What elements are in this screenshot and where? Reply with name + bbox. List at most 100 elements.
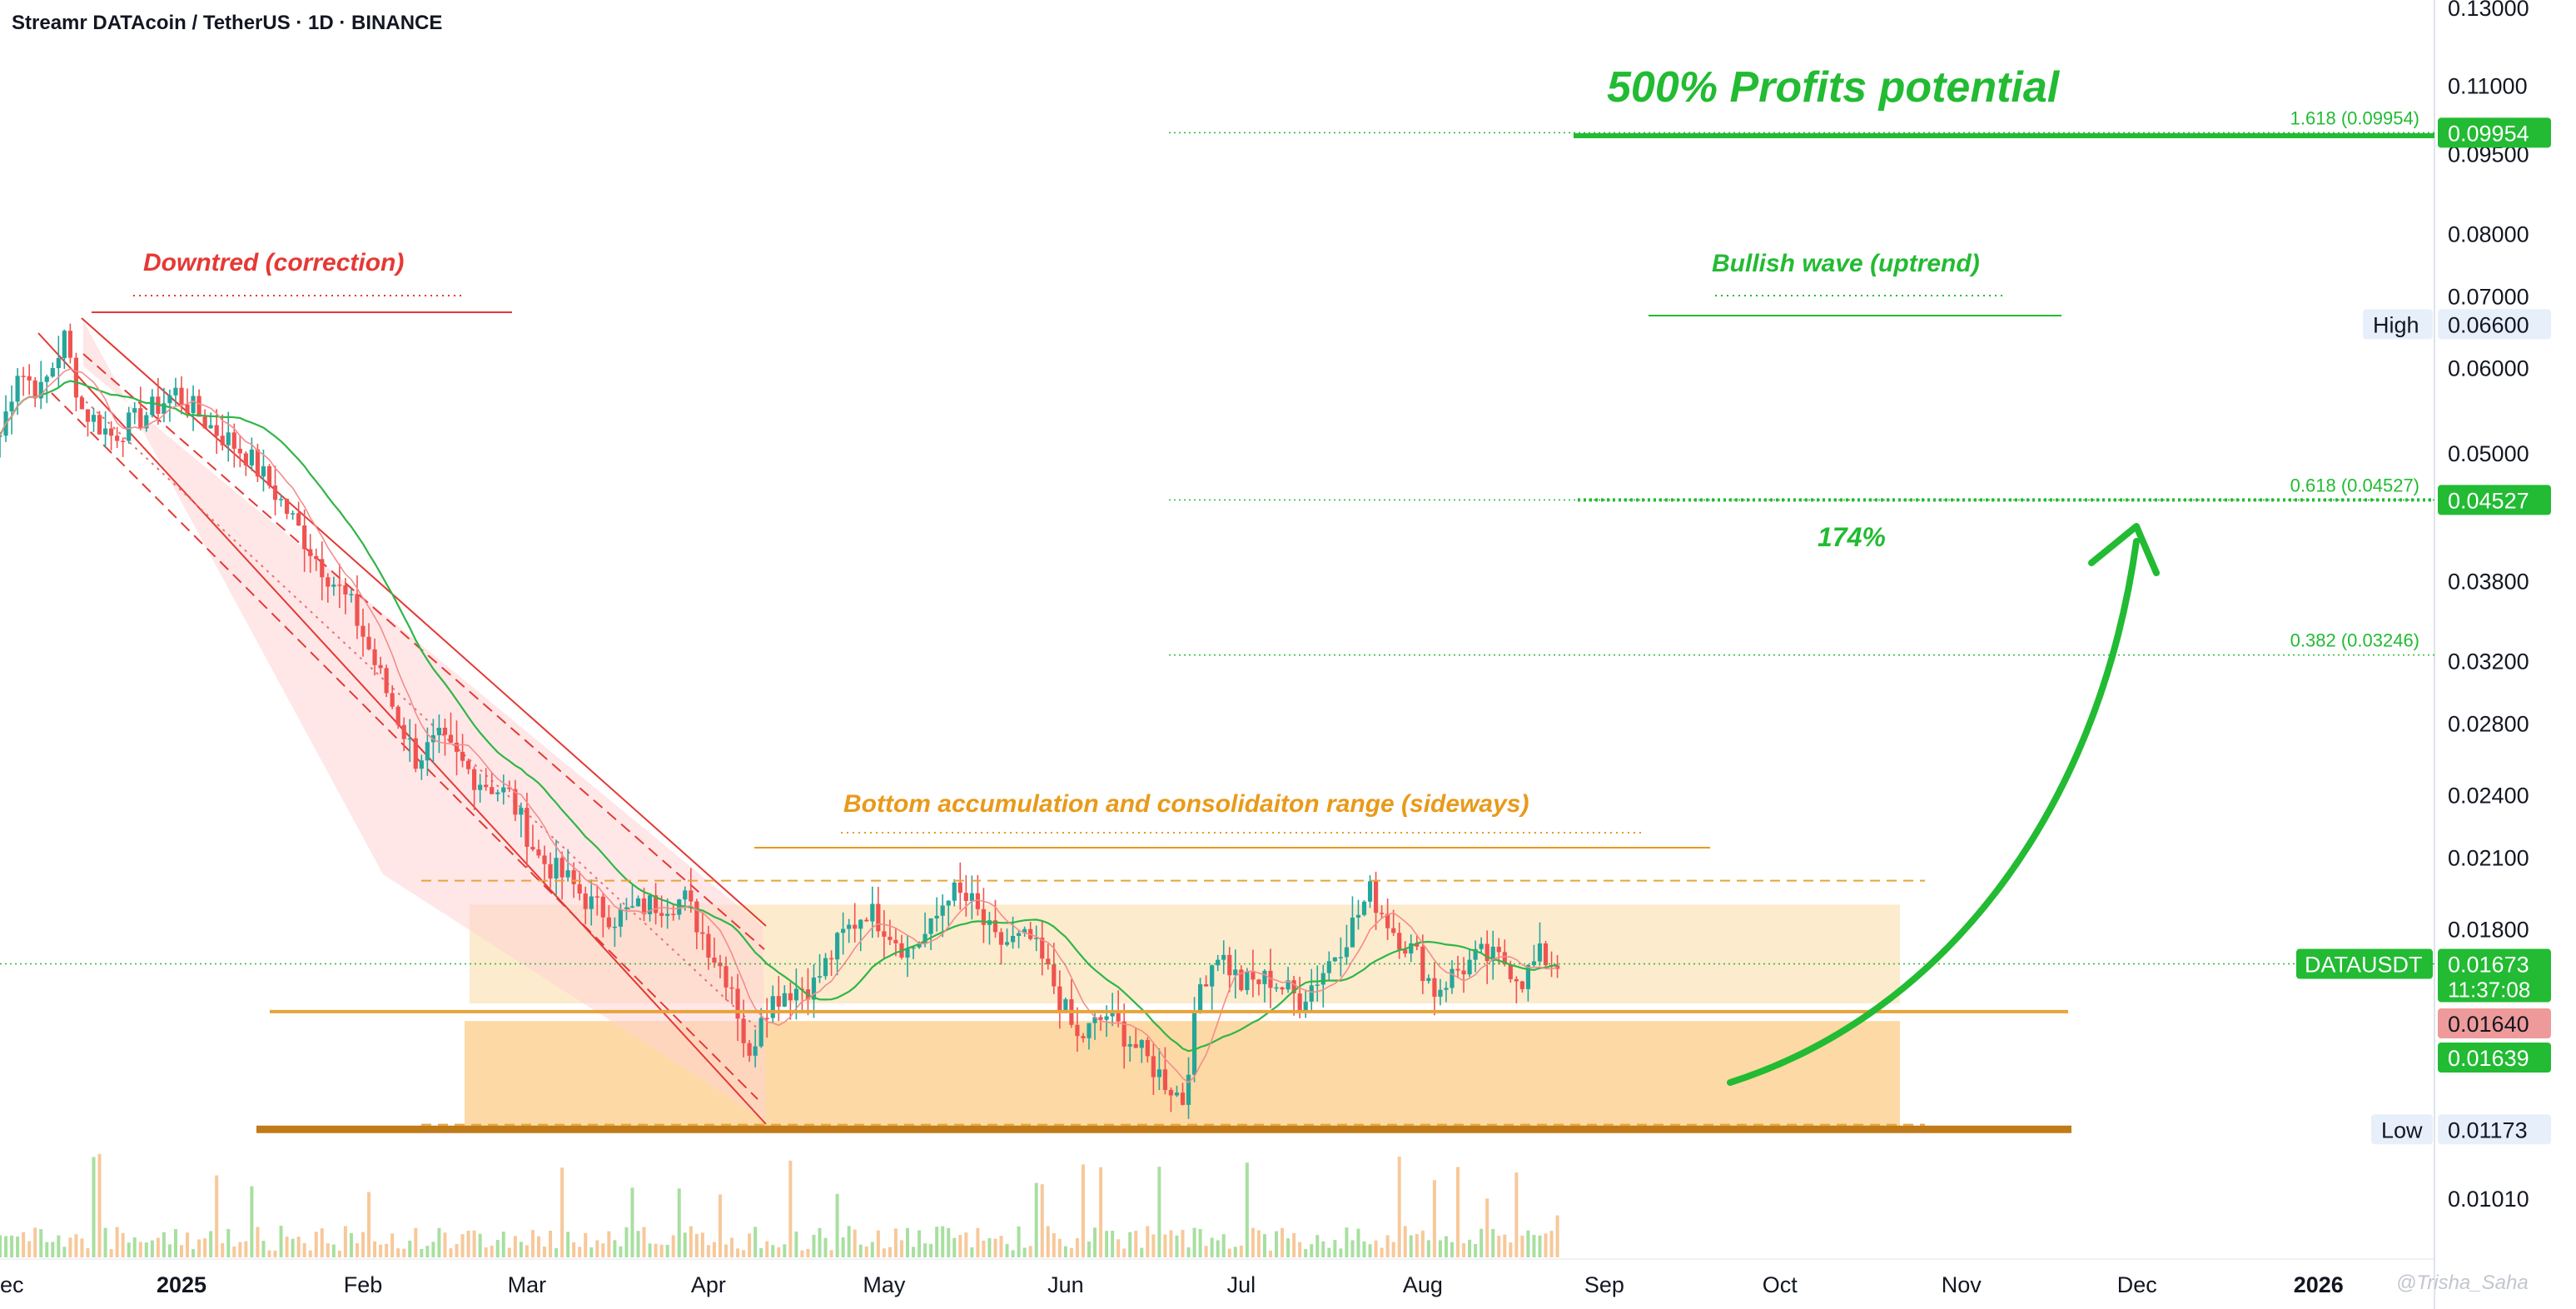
pct-174-annotation: 174% xyxy=(1818,522,1886,552)
candle-body xyxy=(1291,980,1296,994)
volume-bar xyxy=(589,1247,594,1257)
candle-body xyxy=(946,900,951,906)
candle-body xyxy=(1145,1040,1150,1057)
candle-body xyxy=(1380,913,1385,914)
candle-body xyxy=(27,376,32,381)
volume-bar xyxy=(671,1235,675,1257)
candle-body xyxy=(1397,933,1402,950)
volume-bar xyxy=(1420,1230,1425,1257)
candle-body xyxy=(208,425,213,429)
candle-body xyxy=(361,625,366,637)
candle-body xyxy=(583,893,588,909)
candle-body xyxy=(395,706,400,725)
volume-bar xyxy=(16,1236,20,1257)
candle-body xyxy=(1367,881,1373,902)
candle-body xyxy=(109,428,114,436)
volume-bar xyxy=(1081,1164,1085,1257)
volume-bar xyxy=(519,1242,523,1257)
candle-body xyxy=(1385,913,1390,928)
candle-body xyxy=(1554,965,1560,969)
candle-body xyxy=(1204,984,1209,987)
y-tick-label: 0.13000 xyxy=(2448,0,2529,21)
candle-body xyxy=(507,787,512,789)
candle-body xyxy=(1017,933,1022,936)
candle-body xyxy=(266,465,272,486)
volume-bar xyxy=(876,1230,880,1257)
candle-body xyxy=(308,549,313,556)
candle-body xyxy=(1221,954,1226,960)
candle-body xyxy=(817,976,823,978)
downtrend-annotation: Downtred (correction) xyxy=(143,249,404,276)
candle-body xyxy=(975,893,980,909)
volume-bar xyxy=(636,1231,640,1257)
volume-bar xyxy=(379,1244,383,1257)
candle-body xyxy=(624,907,629,909)
candle-body xyxy=(1309,985,1314,1002)
volume-bar xyxy=(57,1235,61,1257)
candle-body xyxy=(62,331,67,359)
candle-body xyxy=(296,513,301,526)
channel-top-line xyxy=(81,317,767,927)
volume-bar xyxy=(62,1247,67,1257)
volume-bar xyxy=(103,1227,107,1257)
volume-bar xyxy=(326,1243,330,1257)
volume-bar xyxy=(1538,1235,1542,1257)
volume-bar xyxy=(665,1244,669,1257)
volume-bar xyxy=(51,1242,55,1257)
candle-body xyxy=(162,403,167,415)
volume-bar xyxy=(748,1233,752,1257)
volume-bar xyxy=(712,1242,716,1257)
moving-average-green xyxy=(0,380,1558,1053)
volume-bar xyxy=(806,1248,810,1257)
volume-bar xyxy=(1286,1238,1290,1257)
x-tick-label: Mar xyxy=(508,1272,547,1297)
volume-bar xyxy=(1163,1234,1167,1257)
candle-body xyxy=(905,948,910,958)
volume-bar xyxy=(1368,1244,1372,1257)
candle-body xyxy=(1133,1043,1138,1048)
volume-bar xyxy=(1169,1230,1173,1257)
y-tick-label: 0.02100 xyxy=(2448,845,2529,870)
volume-bar xyxy=(1040,1184,1044,1257)
candle-body xyxy=(559,858,564,878)
candle-body xyxy=(261,465,266,477)
volume-bar xyxy=(396,1248,400,1257)
volume-bar xyxy=(1391,1242,1395,1257)
volume-bar xyxy=(1333,1240,1337,1257)
volume-bar xyxy=(186,1232,190,1257)
candle-body xyxy=(349,594,354,595)
candle-body xyxy=(1496,946,1501,953)
candle-body xyxy=(0,436,2,437)
volume-bar xyxy=(906,1227,909,1257)
candle-body xyxy=(823,958,828,977)
volume-bar xyxy=(279,1226,283,1257)
volume-bar xyxy=(1052,1232,1056,1257)
y-tick-label: 0.08000 xyxy=(2448,222,2529,247)
volume-bar xyxy=(777,1247,781,1257)
candle-body xyxy=(132,408,137,413)
volume-bar xyxy=(1526,1230,1530,1257)
y-tick-label: 0.06000 xyxy=(2448,356,2529,381)
volume-bar xyxy=(1474,1244,1478,1257)
candle-body xyxy=(150,396,155,416)
y-tick-label: 0.01010 xyxy=(2448,1187,2529,1212)
candle-body xyxy=(735,988,740,1019)
volume-bar xyxy=(1292,1232,1296,1257)
candle-body xyxy=(689,890,694,902)
volume-bar xyxy=(1415,1233,1419,1257)
candle-body xyxy=(1315,984,1320,986)
candle-body xyxy=(1104,1016,1109,1020)
volume-bar xyxy=(10,1235,14,1257)
candle-body xyxy=(67,331,72,358)
volume-bar xyxy=(1327,1247,1331,1257)
volume-bar xyxy=(1298,1242,1302,1257)
volume-bar xyxy=(1198,1229,1202,1257)
volume-bar xyxy=(560,1167,564,1257)
candle-body xyxy=(56,358,61,369)
candle-body xyxy=(472,769,477,790)
volume-bar xyxy=(1146,1226,1150,1257)
candle-body xyxy=(255,449,261,477)
volume-bar xyxy=(455,1244,459,1257)
volume-bar xyxy=(1233,1247,1237,1257)
